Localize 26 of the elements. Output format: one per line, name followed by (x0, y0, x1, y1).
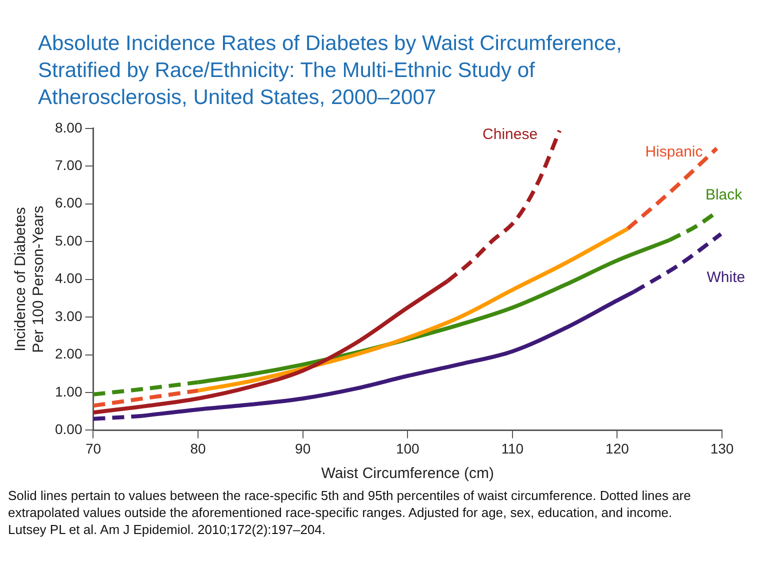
y-tick-label: 4.00 (55, 270, 82, 286)
series-label: White (706, 269, 746, 286)
text: Solid lines pertain to values between the race-specific 5th and 95th percentiles of waist circumference. Dotted lines are extrapolated values outside the aforementioned race-specific ranges. Adjusted for age, sex, education, and income. (8, 487, 692, 521)
y-tick-label: 7.00 (55, 156, 82, 173)
y-tick-label: 1.00 (55, 383, 82, 400)
series-label: Hispanic (645, 144, 704, 161)
line-series (196, 226, 630, 393)
y-tick-label: 6.00 (55, 194, 82, 211)
x-tick-label: 110 (501, 440, 524, 456)
series-label: Black (705, 186, 743, 204)
x-tick-label: 80 (190, 440, 206, 456)
x-axis-title: Waist Circumference (cm) (321, 465, 494, 482)
y-tick-label: 8.00 (55, 119, 82, 136)
y-tick-label: 3.00 (55, 308, 82, 324)
x-tick-label: 90 (295, 440, 311, 456)
series-label: Chinese (482, 126, 538, 143)
x-tick-label: 100 (396, 440, 420, 456)
x-tick-label: 120 (606, 440, 630, 456)
y-tick-label: 0.00 (55, 421, 82, 438)
x-tick-label: 70 (85, 440, 102, 456)
x-tick-label: 130 (710, 440, 734, 456)
y-axis-title: Incidence of Diabetes Per 100 Person-Years (12, 206, 48, 353)
chart-title: Absolute Incidence Rates of Diabetes by Waist Circumference, Stratified by Race/Ethnicity: The Multi-Ethnic Study of Atherosclerosis, United States, 2000–2007 (37, 31, 623, 111)
text: Lutsey PL et al. Am J Epidemiol. 2010;172(2):197–204. (8, 521, 326, 538)
y-tick-label: 5.00 (55, 232, 82, 248)
y-tick-label: 2.00 (55, 346, 82, 362)
